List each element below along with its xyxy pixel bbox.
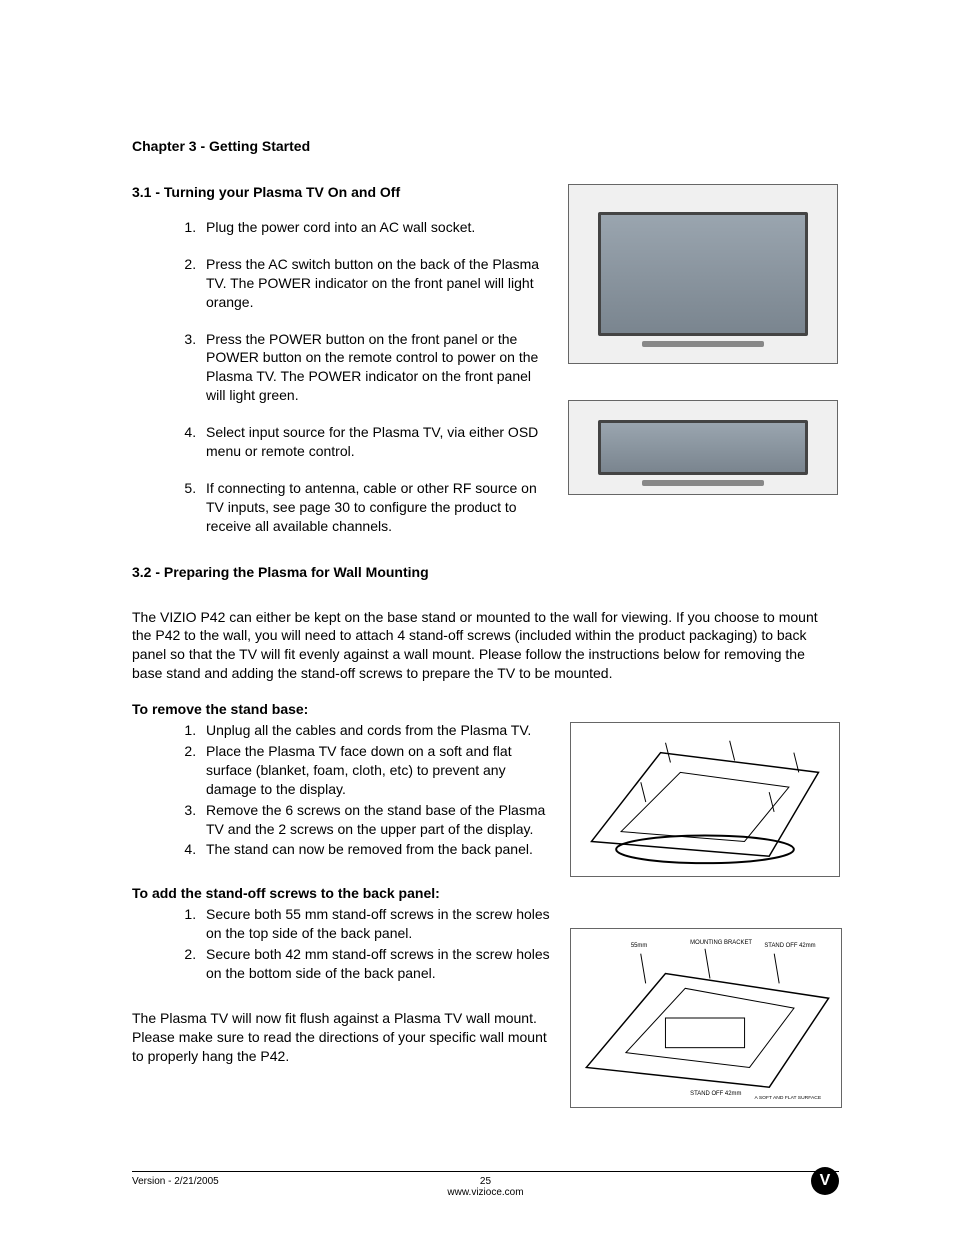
footer-url: www.vizioce.com: [447, 1187, 523, 1198]
svg-text:MOUNTING BRACKET: MOUNTING BRACKET: [690, 940, 752, 946]
list-item: Press the POWER button on the front pane…: [200, 330, 552, 406]
brand-logo-glyph: V: [820, 1172, 831, 1190]
list-item: The stand can now be removed from the ba…: [200, 840, 552, 859]
list-item: Select input source for the Plasma TV, v…: [200, 423, 552, 461]
chapter-heading: Chapter 3 - Getting Started: [132, 138, 839, 154]
section-3-1-list: Plug the power cord into an AC wall sock…: [132, 218, 552, 536]
list-item: Unplug all the cables and cords from the…: [200, 721, 552, 740]
figure-tv-back-power: [568, 184, 838, 364]
figure-remove-stand-diagram: [570, 722, 840, 877]
remove-stand-list: Unplug all the cables and cords from the…: [132, 721, 552, 859]
list-item: If connecting to antenna, cable or other…: [200, 479, 552, 536]
footer-page-number: 25: [447, 1176, 523, 1187]
standoff-heading: To add the stand-off screws to the back …: [132, 885, 839, 901]
standoff-list: Secure both 55 mm stand-off screws in th…: [132, 905, 552, 983]
svg-text:STAND OFF 42mm: STAND OFF 42mm: [764, 943, 815, 949]
list-item: Place the Plasma TV face down on a soft …: [200, 742, 552, 799]
svg-text:A SOFT AND FLAT SURFACE: A SOFT AND FLAT SURFACE: [754, 1095, 821, 1101]
figure-standoff-diagram: 55mm MOUNTING BRACKET STAND OFF 42mm STA…: [570, 928, 842, 1108]
section-3-2-intro: The VIZIO P42 can either be kept on the …: [132, 608, 839, 684]
list-item: Plug the power cord into an AC wall sock…: [200, 218, 552, 237]
list-item: Press the AC switch button on the back o…: [200, 255, 552, 312]
document-page: Chapter 3 - Getting Started 3.1 - Turnin…: [0, 0, 954, 1066]
page-footer: Version - 2/21/2005 25 www.vizioce.com: [132, 1171, 839, 1187]
footer-version: Version - 2/21/2005: [132, 1176, 219, 1187]
svg-text:STAND OFF 42mm: STAND OFF 42mm: [690, 1091, 741, 1097]
list-item: Remove the 6 screws on the stand base of…: [200, 801, 552, 839]
brand-logo-icon: V: [811, 1167, 839, 1195]
list-item: Secure both 55 mm stand-off screws in th…: [200, 905, 552, 943]
svg-text:55mm: 55mm: [631, 943, 648, 949]
remove-stand-heading: To remove the stand base:: [132, 701, 839, 717]
list-item: Secure both 42 mm stand-off screws in th…: [200, 945, 552, 983]
section-3-2-closing: The Plasma TV will now fit flush against…: [132, 1009, 552, 1066]
figure-tv-back-switch: [568, 400, 838, 495]
section-3-2-heading: 3.2 - Preparing the Plasma for Wall Moun…: [132, 564, 839, 580]
